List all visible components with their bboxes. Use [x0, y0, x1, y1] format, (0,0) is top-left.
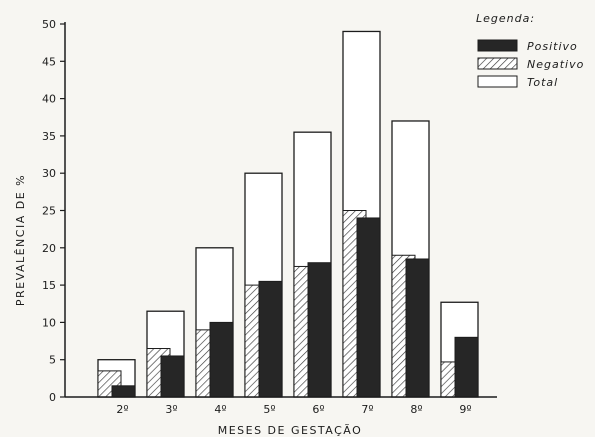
x-tick-label: 3º — [165, 403, 177, 416]
bar-positivo — [160, 355, 185, 398]
bar-positivo — [307, 262, 332, 398]
bar-positivo — [405, 258, 430, 398]
y-tick-label: 5 — [49, 354, 56, 367]
legend-swatch-negativo — [477, 57, 518, 70]
x-tick-label: 2º — [116, 403, 128, 416]
x-tick-label: 9º — [459, 403, 471, 416]
y-tick-label: 25 — [42, 205, 56, 218]
legend-label-negativo: Negativo — [527, 58, 584, 71]
legend-label-positivo: Positivo — [527, 40, 578, 53]
y-tick-label: 40 — [42, 93, 56, 106]
x-axis-ticks: 2º 3º 4º 5º 6º 7º 8º 9º — [116, 403, 471, 416]
legend-swatch-total — [477, 75, 518, 88]
bar-positivo — [258, 280, 283, 398]
bar-positivo — [454, 336, 479, 398]
legend: Legenda: Positivo Negativo Total — [476, 12, 584, 89]
x-tick-label: 6º — [312, 403, 324, 416]
bar-positivo — [111, 385, 136, 398]
x-tick-label: 4º — [214, 403, 226, 416]
legend-swatch-positivo — [477, 39, 518, 52]
y-tick-label: 45 — [42, 55, 56, 68]
x-axis-label: MESES DE GESTAÇÃO — [218, 424, 363, 437]
y-tick-label: 20 — [42, 242, 56, 255]
y-tick-label: 15 — [42, 279, 56, 292]
x-tick-label: 5º — [263, 403, 275, 416]
legend-label-total: Total — [527, 76, 558, 89]
legend-title: Legenda: — [476, 12, 535, 25]
y-tick-label: 50 — [42, 18, 56, 31]
y-tick-label: 35 — [42, 130, 56, 143]
y-tick-label: 10 — [42, 316, 56, 329]
y-axis-ticks: 0 5 10 15 20 25 30 35 40 45 50 — [42, 18, 65, 404]
bars-group — [97, 30, 479, 398]
bar-positivo — [209, 321, 234, 398]
x-tick-label: 8º — [410, 403, 422, 416]
y-tick-label: 0 — [49, 391, 56, 404]
x-tick-label: 7º — [361, 403, 373, 416]
bar-positivo — [356, 217, 381, 398]
y-axis-label: PREVALÊNCIA DE % — [14, 174, 27, 306]
y-tick-label: 30 — [42, 167, 56, 180]
